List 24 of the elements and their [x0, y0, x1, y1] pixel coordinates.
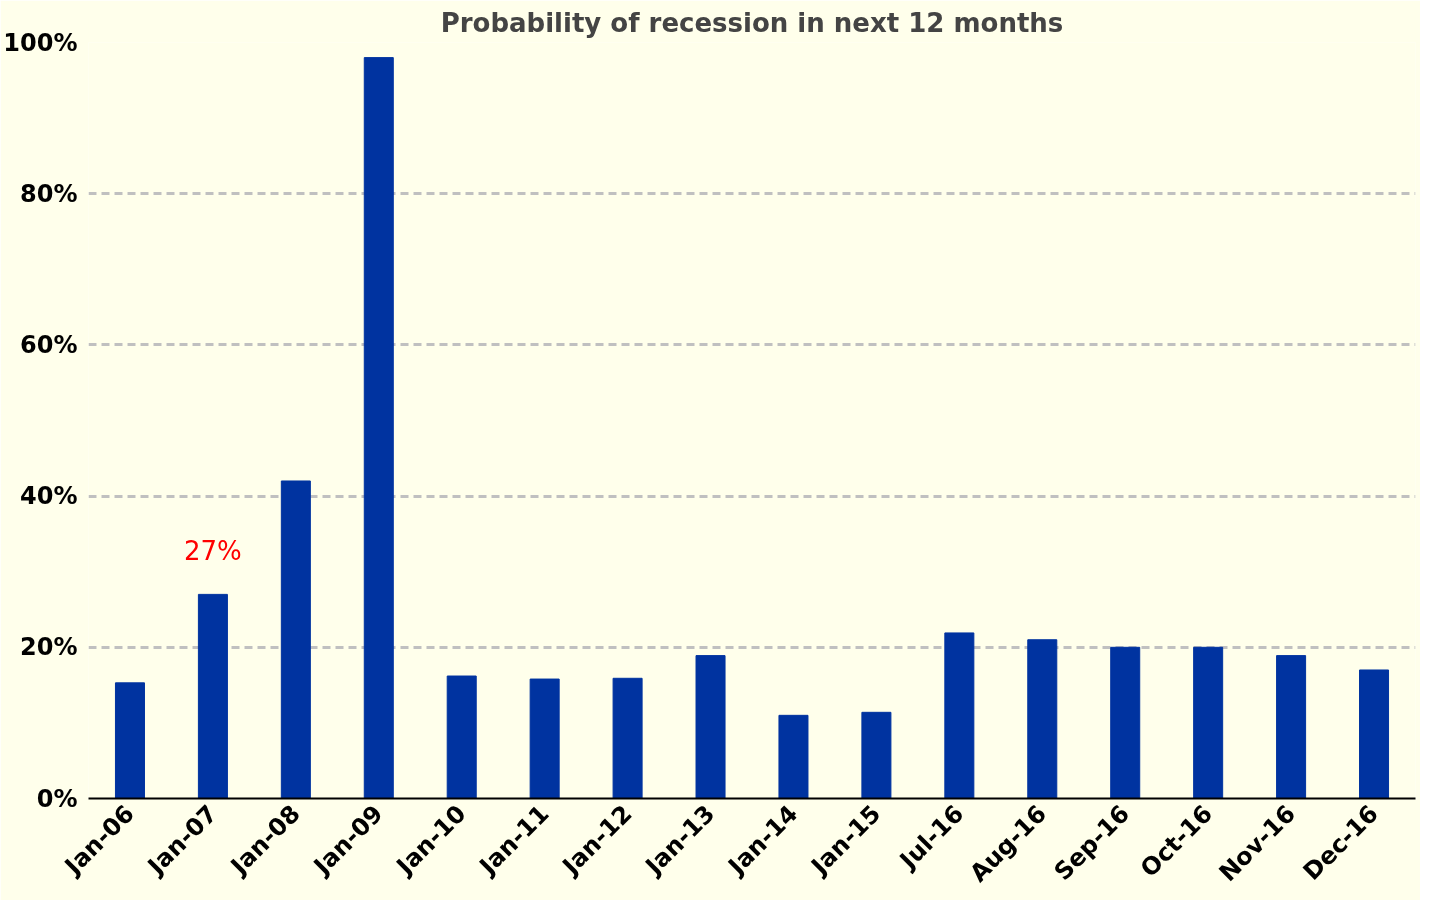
y-tick-label: 20%: [20, 633, 78, 662]
bar: [695, 655, 726, 799]
annotation: 27%: [184, 536, 242, 567]
bar: [778, 714, 809, 799]
bar: [114, 682, 145, 799]
bar: [1193, 646, 1224, 799]
bar: [944, 632, 975, 799]
bar: [1027, 639, 1058, 799]
chart-title: Probability of recession in next 12 months: [440, 7, 1064, 38]
y-tick-label: 60%: [20, 330, 78, 359]
bar: [529, 678, 560, 799]
bar: [1276, 655, 1307, 799]
bar: [197, 593, 228, 799]
y-tick-label: 0%: [36, 784, 78, 813]
y-tick-label: 100%: [3, 28, 78, 57]
bar: [280, 480, 311, 799]
bar: [1359, 669, 1390, 799]
bar: [612, 677, 643, 799]
bar: [363, 57, 394, 799]
bar: [861, 711, 892, 799]
y-tick-label: 80%: [20, 179, 78, 208]
bar: [1110, 646, 1141, 799]
bar: [446, 675, 477, 799]
y-tick-label: 40%: [20, 482, 78, 511]
